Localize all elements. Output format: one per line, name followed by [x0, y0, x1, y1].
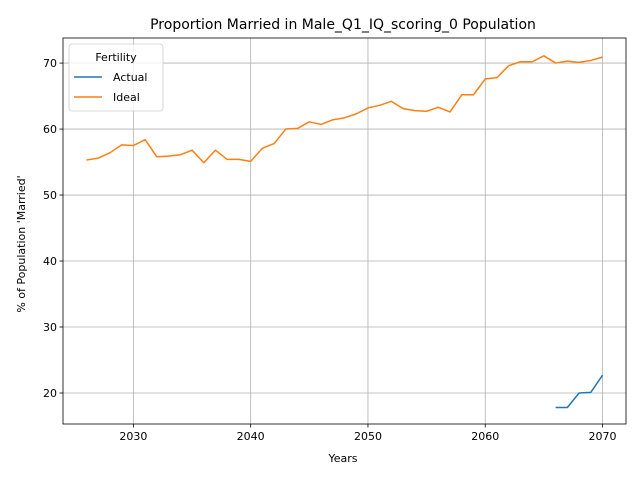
- y-tick-label: 20: [43, 387, 57, 400]
- series-line-ideal: [86, 55, 603, 164]
- x-tick-label: 2060: [471, 430, 499, 443]
- y-tick-label: 70: [43, 57, 57, 70]
- plot-area-frame: [62, 37, 627, 425]
- y-axis-label: % of Population 'Married': [15, 175, 28, 312]
- x-axis-label: Years: [327, 452, 357, 465]
- y-tick-label: 50: [43, 189, 57, 202]
- y-axis-ticks: 20 30 40 50 60 70: [43, 57, 63, 400]
- y-tick-label: 40: [43, 255, 57, 268]
- legend: Fertility Actual Ideal: [68, 43, 164, 112]
- x-tick-label: 2040: [237, 430, 265, 443]
- legend-label-actual: Actual: [113, 71, 147, 84]
- x-tick-label: 2070: [589, 430, 617, 443]
- series-layer: [86, 55, 604, 409]
- x-tick-label: 2050: [354, 430, 382, 443]
- chart-title: Proportion Married in Male_Q1_IQ_scoring…: [150, 17, 536, 33]
- x-tick-label: 2030: [119, 430, 147, 443]
- y-tick-label: 60: [43, 123, 57, 136]
- legend-label-ideal: Ideal: [113, 91, 140, 104]
- legend-box: [68, 43, 164, 112]
- x-axis-ticks: 2030 2040 2050 2060 2070: [119, 424, 617, 443]
- series-line-actual: [555, 374, 604, 409]
- y-tick-label: 30: [43, 321, 57, 334]
- legend-title: Fertility: [95, 51, 137, 64]
